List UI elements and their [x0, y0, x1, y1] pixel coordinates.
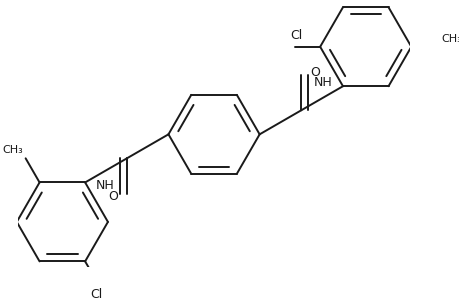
Text: NH: NH — [313, 76, 332, 89]
Text: O: O — [108, 190, 118, 203]
Text: CH₃: CH₃ — [2, 145, 23, 154]
Text: Cl: Cl — [289, 29, 302, 42]
Text: NH: NH — [95, 179, 114, 192]
Text: O: O — [309, 66, 319, 79]
Text: CH₃: CH₃ — [441, 34, 459, 44]
Text: Cl: Cl — [90, 288, 102, 300]
